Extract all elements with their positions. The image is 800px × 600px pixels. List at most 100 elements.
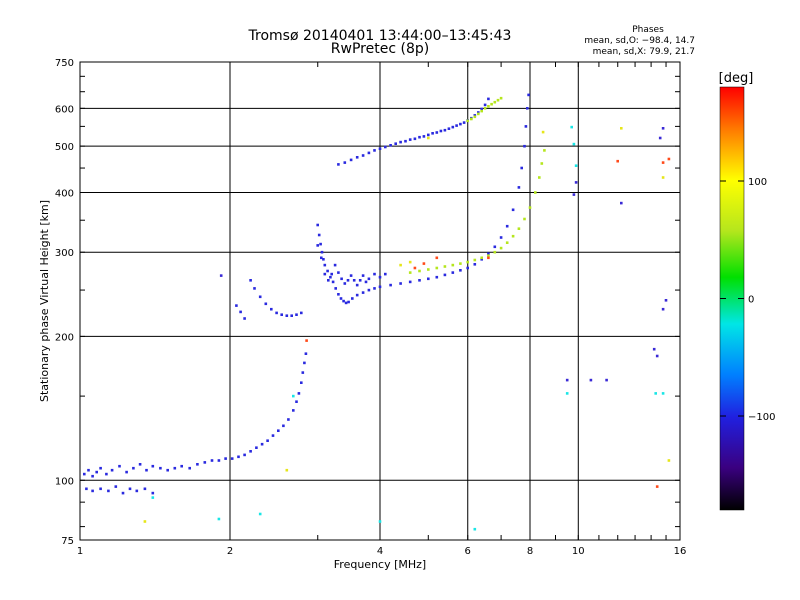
data-point	[574, 181, 578, 184]
data-point	[418, 269, 421, 273]
data-point	[505, 224, 509, 228]
data-point	[435, 266, 439, 270]
data-point	[435, 131, 439, 134]
data-point	[151, 496, 155, 499]
data-points	[83, 93, 671, 531]
data-point	[305, 339, 308, 342]
x-tick-label: 6	[465, 546, 471, 557]
data-point	[210, 459, 214, 462]
data-point	[473, 258, 477, 262]
data-point	[658, 136, 662, 140]
data-point	[493, 100, 497, 104]
data-point	[422, 135, 426, 138]
data-point	[320, 256, 323, 260]
data-point	[524, 125, 528, 128]
data-point	[217, 459, 221, 462]
data-point	[422, 262, 426, 265]
data-point	[439, 129, 443, 133]
data-point	[347, 300, 350, 304]
colorbar-label: [deg]	[719, 71, 754, 86]
data-point	[166, 468, 169, 472]
data-point	[480, 109, 483, 113]
data-point	[361, 154, 365, 157]
data-point	[451, 263, 455, 267]
data-point	[413, 137, 417, 141]
data-point	[87, 468, 90, 472]
data-point	[435, 275, 439, 279]
data-point	[574, 164, 578, 167]
data-point	[258, 295, 262, 299]
data-point	[408, 260, 412, 264]
data-point	[367, 277, 371, 281]
data-point	[389, 144, 392, 147]
data-point	[151, 491, 155, 495]
data-point	[572, 142, 576, 146]
data-point	[661, 176, 665, 179]
data-point	[493, 250, 497, 254]
data-point	[367, 288, 371, 292]
x-axis-ticks: 1 2 4 6 8 10 16	[77, 62, 686, 557]
data-point	[493, 245, 497, 249]
data-point	[667, 459, 671, 462]
data-point	[517, 186, 521, 189]
data-point	[331, 280, 335, 284]
x-tick-label: 1	[77, 546, 83, 557]
data-point	[270, 307, 273, 311]
data-point	[652, 347, 656, 351]
data-point	[655, 354, 659, 358]
data-point	[83, 472, 86, 476]
colorbar-tick-label: 100	[748, 177, 767, 188]
data-point	[418, 135, 421, 139]
data-point	[523, 144, 526, 148]
data-point	[317, 233, 321, 237]
data-point	[361, 274, 365, 277]
data-point	[334, 287, 337, 290]
data-point	[292, 394, 295, 398]
data-point	[470, 117, 473, 121]
data-point	[295, 400, 298, 403]
data-point	[459, 122, 462, 126]
data-point	[301, 371, 305, 374]
y-tick-label: 600	[55, 104, 74, 115]
data-point	[399, 140, 402, 144]
data-point	[487, 256, 490, 260]
data-point	[297, 392, 301, 395]
stats-title: Phases	[632, 25, 664, 35]
data-point	[333, 263, 337, 267]
data-point	[473, 527, 477, 531]
data-point	[451, 271, 455, 274]
data-point	[143, 520, 147, 523]
data-point	[239, 310, 242, 314]
data-point	[534, 191, 537, 194]
data-point	[480, 256, 483, 260]
data-point	[408, 280, 412, 284]
data-point	[459, 262, 462, 265]
data-point	[543, 149, 546, 152]
data-point	[418, 279, 421, 282]
data-point	[451, 125, 455, 129]
data-point	[243, 317, 246, 320]
data-point	[520, 166, 523, 170]
x-tick-label: 10	[572, 546, 585, 557]
data-point	[128, 487, 132, 491]
data-point	[487, 252, 490, 255]
data-point	[224, 457, 227, 460]
data-point	[351, 297, 354, 300]
data-point	[490, 102, 493, 106]
y-axis-label: Stationary phase Virtual Height [km]	[38, 200, 51, 402]
data-point	[344, 301, 348, 305]
data-point	[329, 275, 332, 279]
data-point	[271, 434, 275, 437]
data-point	[316, 223, 319, 227]
data-point	[466, 260, 469, 264]
data-point	[330, 272, 333, 276]
data-point	[589, 378, 593, 382]
data-point	[389, 283, 392, 287]
y-tick-label: 300	[55, 248, 74, 259]
data-point	[337, 271, 340, 274]
data-point	[237, 455, 240, 459]
y-axis-ticks: 75 100 200 300 400 500 600 750	[55, 58, 680, 547]
data-point	[91, 474, 94, 478]
data-point	[443, 128, 447, 132]
colorbar-ticks: 100 0 −100	[720, 177, 775, 423]
